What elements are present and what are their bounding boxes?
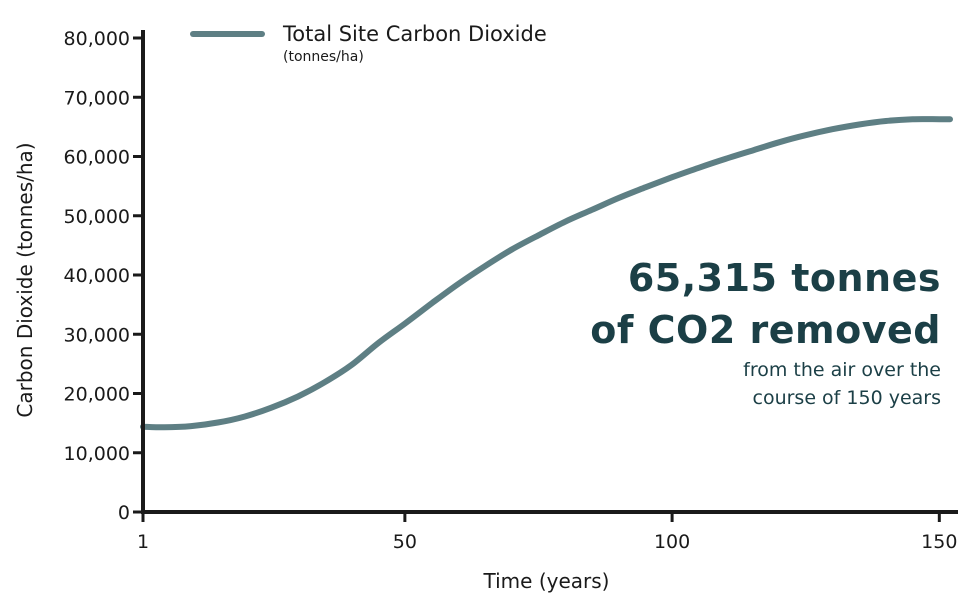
annotation-line-2: of CO2 removed xyxy=(590,308,941,352)
x-tick-label: 150 xyxy=(921,531,957,553)
y-tick-label: 50,000 xyxy=(64,206,130,228)
annotation-line-1: 65,315 tonnes xyxy=(627,256,941,300)
y-tick-label: 10,000 xyxy=(64,443,130,465)
legend-label: Total Site Carbon Dioxide xyxy=(282,22,547,46)
y-tick-label: 0 xyxy=(118,502,130,524)
annotation-line-4: course of 150 years xyxy=(752,387,942,409)
legend-sublabel: (tonnes/ha) xyxy=(283,49,364,65)
y-tick-label: 70,000 xyxy=(64,87,130,109)
x-tick-label: 1 xyxy=(137,531,149,553)
y-tick-label: 20,000 xyxy=(64,384,130,406)
annotation-line-3: from the air over the xyxy=(743,359,941,381)
series-line-total-site-carbon-dioxide xyxy=(140,116,953,431)
x-axis-title: Time (years) xyxy=(483,569,610,593)
x-axis-ticks: 1 50 100 150 xyxy=(137,512,957,553)
annotation-callout: 65,315 tonnes of CO2 removed from the ai… xyxy=(590,252,941,412)
y-tick-label: 30,000 xyxy=(64,324,130,346)
y-axis-ticks: 0 10,000 20,000 30,000 40,000 50,000 60,000 70,… xyxy=(64,28,143,524)
y-tick-label: 40,000 xyxy=(64,265,130,287)
y-tick-label: 80,000 xyxy=(64,28,130,50)
x-tick-label: 50 xyxy=(393,531,417,553)
legend: Total Site Carbon Dioxide (tonnes/ha) xyxy=(190,22,547,65)
y-axis-title: Carbon Dioxide (tonnes/ha) xyxy=(13,142,37,417)
y-tick-label: 60,000 xyxy=(64,147,130,169)
x-tick-label: 100 xyxy=(654,531,690,553)
